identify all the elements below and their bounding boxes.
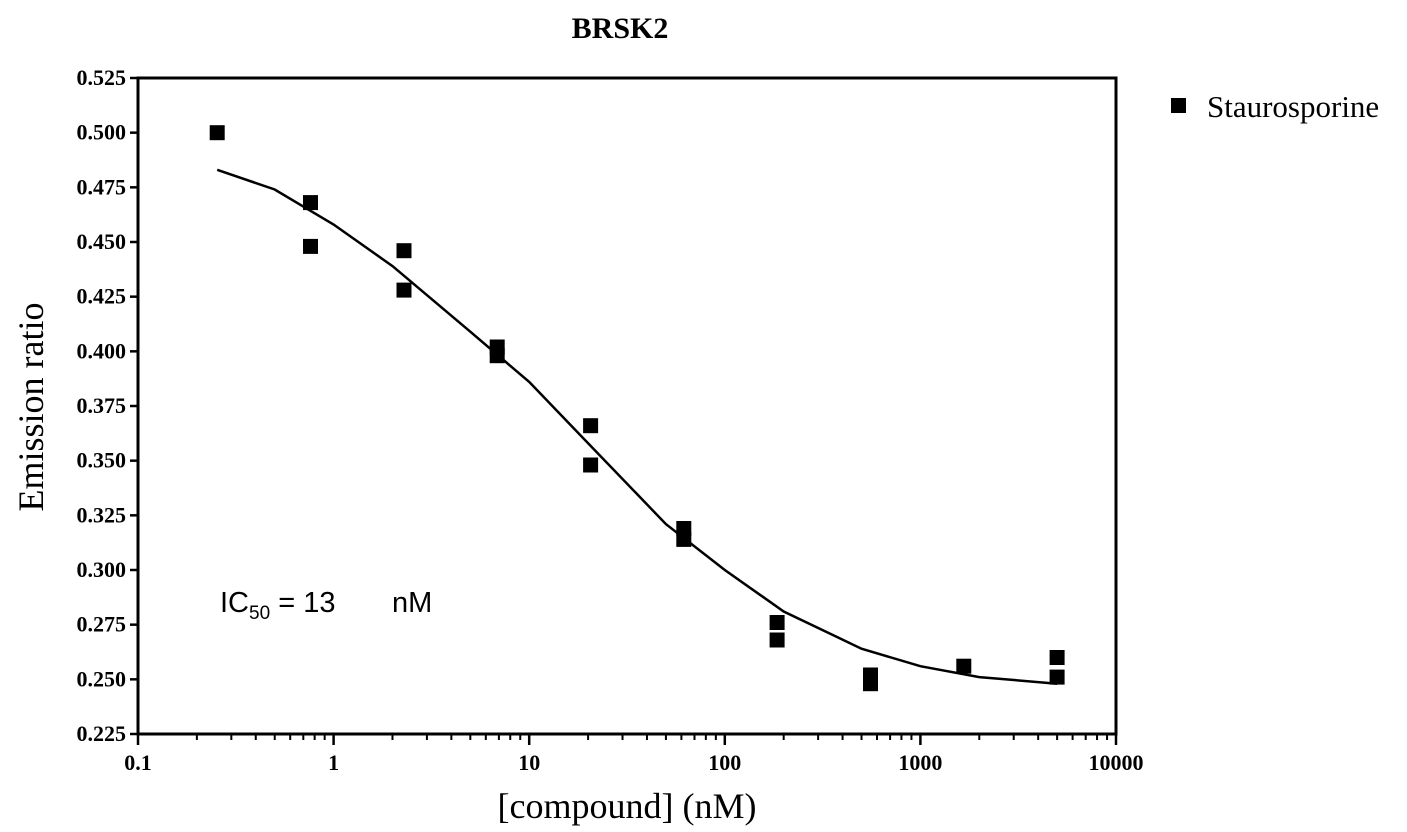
y-tick-label: 0.325: [77, 502, 127, 527]
data-point: [303, 195, 318, 211]
x-tick-label: 1: [328, 750, 339, 775]
y-tick-label: 0.375: [77, 393, 127, 418]
chart-title: BRSK2: [572, 12, 669, 45]
y-axis: 0.225 0.250 0.275 0.300 0.325 0.350 0.375 0.400…: [77, 65, 138, 746]
y-tick-label: 0.300: [77, 557, 127, 582]
y-tick-label: 0.525: [77, 65, 127, 90]
legend-marker: [1171, 98, 1186, 113]
y-tick-label: 0.400: [77, 338, 127, 363]
data-point: [769, 615, 785, 630]
data-point: [956, 658, 972, 674]
legend: Staurosporine: [1171, 89, 1379, 124]
data-point: [396, 243, 412, 259]
x-axis: 0.1 1 10 100 1000 10000: [124, 734, 1144, 775]
data-point: [583, 457, 599, 473]
data-point: [396, 282, 412, 298]
y-tick-label: 0.425: [77, 284, 127, 309]
ic50-subscript: 50: [249, 603, 270, 624]
data-point: [489, 348, 505, 364]
data-point: [1049, 669, 1065, 685]
y-tick-label: 0.275: [77, 612, 127, 637]
y-tick-label: 0.225: [77, 721, 127, 746]
y-tick-label: 0.475: [77, 174, 127, 199]
y-tick-label: 0.500: [77, 120, 127, 145]
x-tick-label: 10: [518, 750, 540, 775]
data-point: [769, 632, 785, 648]
data-point: [303, 238, 318, 254]
legend-label: Staurosporine: [1207, 89, 1379, 124]
x-tick-label: 100: [708, 750, 741, 775]
plot-frame: [136, 76, 1118, 736]
data-points: [209, 125, 1065, 692]
x-tick-label: 0.1: [124, 750, 152, 775]
ic50-prefix: IC: [220, 587, 249, 619]
y-axis-label: Emission ratio: [11, 303, 51, 512]
data-point: [1049, 650, 1065, 665]
ic50-annotation: IC50 = 13 nM: [220, 587, 432, 624]
ic50-label: IC50 = 13: [220, 587, 335, 624]
y-tick-label: 0.450: [77, 229, 127, 254]
data-point: [583, 418, 599, 434]
x-tick-label: 10000: [1089, 750, 1144, 775]
data-point: [863, 676, 878, 692]
fit-curve: [216, 168, 1058, 685]
ic50-unit: nM: [392, 587, 432, 619]
x-tick-label: 1000: [898, 750, 942, 775]
y-tick-label: 0.350: [77, 448, 127, 473]
x-axis-label: [compound] (nM): [498, 786, 757, 826]
data-point: [209, 125, 225, 141]
data-point: [676, 531, 692, 547]
y-tick-label: 0.250: [77, 666, 127, 691]
ic50-value: = 13: [270, 587, 335, 619]
